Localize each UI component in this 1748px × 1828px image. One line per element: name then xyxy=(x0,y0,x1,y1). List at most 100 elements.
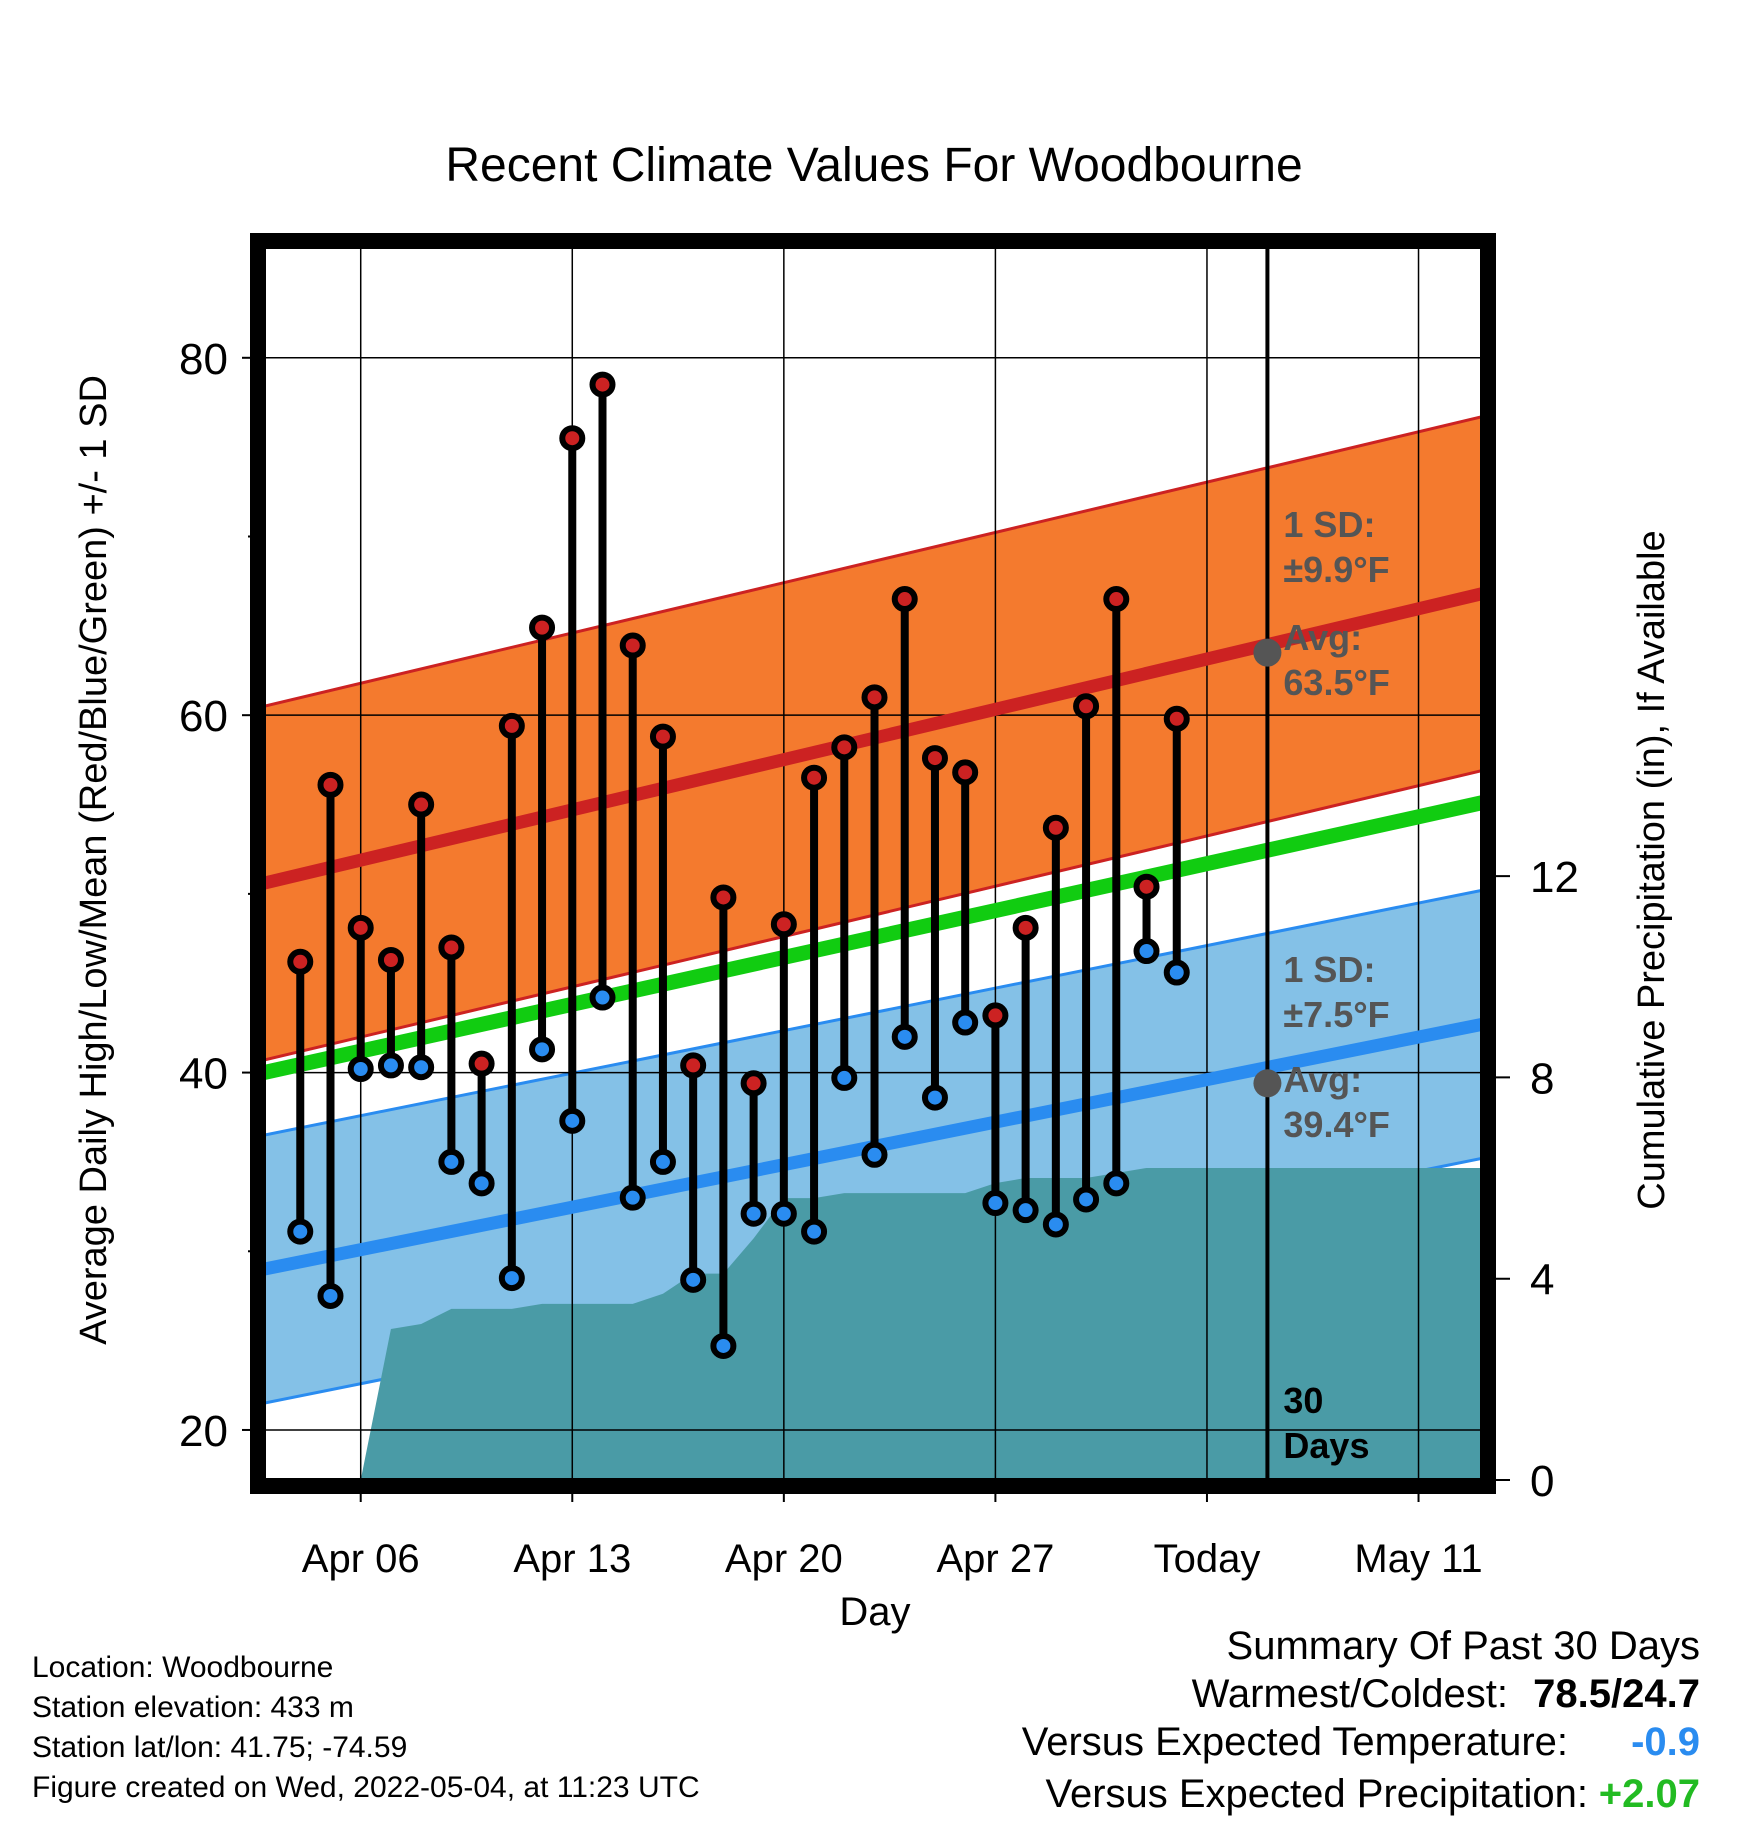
daily-low-point xyxy=(801,1218,828,1245)
daily-low-point xyxy=(649,1148,676,1175)
y2-axis-label: Cumulative Precipitation (in), If Availa… xyxy=(1631,530,1673,1209)
daily-low-point xyxy=(740,1200,767,1227)
days-window-unit: Days xyxy=(1283,1425,1369,1466)
daily-low-point xyxy=(680,1266,707,1293)
y2-tick-label: 12 xyxy=(1530,853,1579,902)
daily-low-point xyxy=(831,1064,858,1091)
x-tick-label: May 11 xyxy=(1354,1537,1482,1581)
daily-low-point xyxy=(347,1056,374,1082)
daily-low-point xyxy=(1012,1197,1039,1224)
low-avg-marker xyxy=(1253,1069,1282,1098)
low-sd-label: 1 SD: xyxy=(1283,949,1375,990)
daily-low-point xyxy=(921,1084,948,1111)
daily-high-point xyxy=(287,948,314,975)
daily-high-point xyxy=(921,745,948,772)
daily-high-point xyxy=(1012,914,1039,941)
axes: 20 40 60 80 0 4 8 12 Apr 06 Apr 13 Apr 20 Apr 27 Tod… xyxy=(73,335,1673,1581)
daily-low-point xyxy=(891,1023,918,1050)
daily-low-point xyxy=(438,1148,465,1175)
daily-low-point xyxy=(861,1141,888,1168)
cumulative-precipitation xyxy=(360,1167,1482,1480)
low-avg-value: 39.4°F xyxy=(1283,1104,1389,1145)
daily-high-point xyxy=(619,632,646,659)
daily-high-point xyxy=(498,712,525,739)
daily-high-point xyxy=(529,614,556,641)
daily-low-point xyxy=(619,1184,646,1211)
high-sd-edge xyxy=(264,415,1482,708)
daily-low-point xyxy=(1133,938,1160,965)
daily-high-point xyxy=(1163,705,1190,732)
daily-high-point xyxy=(317,771,344,798)
daily-high-point xyxy=(952,759,979,786)
daily-low-point xyxy=(1073,1186,1100,1213)
daily-low-point xyxy=(287,1218,314,1245)
footer-elevation: Station elevation: 433 m xyxy=(32,1691,354,1724)
daily-low-point xyxy=(408,1054,435,1081)
daily-high-point xyxy=(559,425,586,452)
summary-warmest-label: Warmest/Coldest: xyxy=(1191,1672,1508,1716)
daily-high-point xyxy=(649,723,676,750)
low-avg-label: Avg: xyxy=(1283,1059,1362,1100)
daily-high-point xyxy=(710,884,737,911)
x-tick-label: Today xyxy=(1154,1537,1261,1581)
daily-low-point xyxy=(589,984,616,1011)
y2-tick-label: 8 xyxy=(1530,1054,1554,1103)
x-tick-label: Apr 27 xyxy=(936,1537,1054,1581)
daily-high-point xyxy=(408,791,435,818)
daily-low-point xyxy=(952,1009,979,1036)
daily-low-point xyxy=(377,1052,404,1079)
chart-title: Recent Climate Values For Woodbourne xyxy=(445,139,1303,192)
daily-high-point xyxy=(740,1070,767,1097)
y-tick-label: 40 xyxy=(179,1050,228,1099)
high-sd-label: 1 SD: xyxy=(1283,504,1375,545)
daily-high-point xyxy=(801,764,828,791)
plot-frame xyxy=(250,233,1496,1494)
high-avg-label: Avg: xyxy=(1283,617,1362,658)
summary-warmest-value: 78.5/24.7 xyxy=(1533,1672,1700,1716)
daily-high-point xyxy=(1042,814,1069,841)
x-tick-label: Apr 20 xyxy=(725,1537,843,1581)
x-tick-label: Apr 13 xyxy=(513,1537,631,1581)
daily-high-point xyxy=(831,734,858,761)
daily-low-point xyxy=(529,1036,556,1063)
daily-low-point xyxy=(498,1265,525,1292)
summary-precip-label: Versus Expected Precipitation: xyxy=(1045,1772,1588,1816)
y-axis-label: Average Daily High/Low/Mean (Red/Blue/Gr… xyxy=(73,375,115,1345)
daily-low-point xyxy=(710,1332,737,1359)
high-avg-value: 63.5°F xyxy=(1283,662,1389,703)
x-axis-label: Day xyxy=(839,1590,911,1634)
daily-high-point xyxy=(1133,873,1160,900)
y-tick-label: 80 xyxy=(179,335,228,384)
daily-observations xyxy=(287,371,1190,1359)
summary-temp-label: Versus Expected Temperature: xyxy=(1021,1720,1568,1764)
daily-low-point xyxy=(1103,1170,1130,1197)
high-sd-value: ±9.9°F xyxy=(1283,549,1389,590)
daily-low-point xyxy=(1042,1211,1069,1238)
summary-precip-value: +2.07 xyxy=(1598,1772,1700,1816)
daily-high-point xyxy=(982,1002,1009,1029)
daily-high-point xyxy=(468,1050,495,1077)
plot-border xyxy=(250,233,1496,1494)
footer-latlon: Station lat/lon: 41.75; -74.59 xyxy=(32,1731,408,1764)
daily-low-point xyxy=(770,1200,797,1227)
footer-created: Figure created on Wed, 2022-05-04, at 11… xyxy=(32,1771,700,1804)
daily-low-point xyxy=(559,1107,586,1134)
daily-low-point xyxy=(982,1190,1009,1217)
high-avg-marker xyxy=(1253,638,1282,667)
summary-temp-value: -0.9 xyxy=(1631,1720,1700,1764)
daily-high-point xyxy=(589,371,616,398)
days-window-count: 30 xyxy=(1283,1380,1323,1421)
daily-low-point xyxy=(1163,959,1190,986)
daily-low-point xyxy=(468,1170,495,1197)
x-tick-label: Apr 06 xyxy=(302,1537,420,1581)
y-tick-label: 60 xyxy=(179,692,228,741)
summary-heading: Summary Of Past 30 Days xyxy=(1226,1624,1700,1668)
daily-high-point xyxy=(438,934,465,961)
daily-high-point xyxy=(347,914,374,941)
daily-high-point xyxy=(861,684,888,711)
daily-low-point xyxy=(317,1282,344,1309)
low-sd-value: ±7.5°F xyxy=(1283,994,1389,1035)
y2-tick-label: 0 xyxy=(1530,1457,1554,1506)
